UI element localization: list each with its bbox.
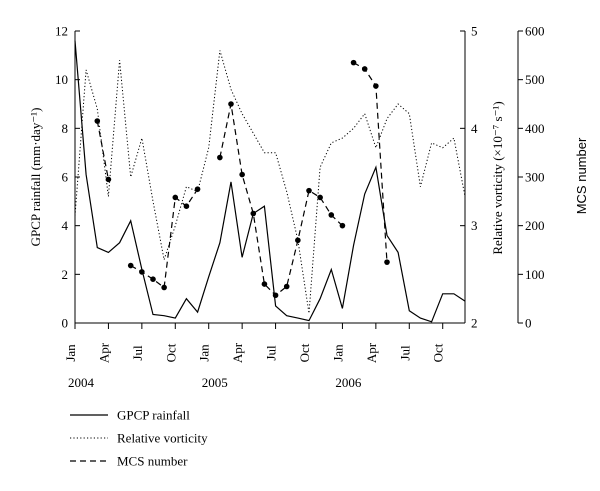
series-layer xyxy=(74,40,466,323)
mcs-point xyxy=(350,59,357,66)
mcs-point xyxy=(339,222,346,229)
mcs-point xyxy=(194,186,201,192)
left-axis-tick-label: 6 xyxy=(62,170,69,185)
year-label: 2005 xyxy=(202,375,228,390)
mcs-point xyxy=(150,276,156,283)
x-axis-tick-label: Apr xyxy=(230,342,245,363)
mcs-point xyxy=(283,283,290,290)
right-axis-2-tick-label: 400 xyxy=(525,121,545,136)
x-axis-tick-label: Jan xyxy=(197,344,212,362)
x-axis-tick-label: Oct xyxy=(431,343,446,362)
left-axis-tick-label: 4 xyxy=(62,218,69,233)
right-axis-1-tick-label: 4 xyxy=(471,121,478,136)
x-axis-tick-label: Apr xyxy=(364,342,379,363)
mcs-point xyxy=(250,210,257,217)
left-axis-tick-label: 8 xyxy=(62,121,69,136)
legend-label-vort: Relative vorticity xyxy=(117,431,208,446)
mcs-point xyxy=(105,176,112,183)
x-axis-tick-label: Apr xyxy=(96,342,111,363)
legend: GPCP rainfall Relative vorticity MCS numbe… xyxy=(70,408,208,469)
left-axis-tick-label: 10 xyxy=(55,72,68,87)
right-axis-1-tick-label: 5 xyxy=(471,24,478,39)
left-axis-tick-label: 2 xyxy=(62,267,69,282)
year-label: 2006 xyxy=(335,375,362,390)
right-axis-2-tick-label: 300 xyxy=(525,170,545,185)
right-axis-2-label: MCS number xyxy=(574,137,589,214)
mcs-point xyxy=(161,284,167,291)
mcs-point xyxy=(373,83,379,89)
mcs-point xyxy=(217,154,223,161)
legend-label-mcs: MCS number xyxy=(117,454,188,469)
mcs-point xyxy=(295,237,301,244)
left-axis-tick-label: 0 xyxy=(62,316,69,331)
mcs-point xyxy=(127,262,134,269)
right-axis-2-tick-label: 500 xyxy=(525,72,545,87)
mcs-point xyxy=(384,259,390,265)
left-axis-label: GPCP rainfall (mm·day⁻¹) xyxy=(28,108,43,247)
mcs-point xyxy=(239,171,245,178)
mcs-point xyxy=(139,269,145,275)
mcs-line xyxy=(219,103,343,297)
year-label: 2004 xyxy=(68,375,95,390)
right-axis-1-label: Relative vorticity (×10⁻⁷ s⁻¹) xyxy=(490,101,505,254)
right-axis-1-tick-label: 3 xyxy=(471,218,478,233)
right-axis-1-tick-label: 2 xyxy=(471,316,478,331)
mcs-point xyxy=(228,101,234,107)
right-axis-2-tick-label: 600 xyxy=(525,24,545,39)
mcs-point xyxy=(317,194,323,201)
x-axis-tick-label: Jan xyxy=(330,344,345,362)
mcs-point xyxy=(94,118,101,124)
mcs-point xyxy=(261,281,268,287)
x-axis-tick-label: Jan xyxy=(63,344,78,362)
x-axis-tick-label: Jul xyxy=(130,345,145,361)
x-axis-tick-label: Jul xyxy=(264,345,279,361)
right-axis-2-tick-label: 100 xyxy=(525,267,545,282)
legend-label-rain: GPCP rainfall xyxy=(117,408,190,423)
mcs-point xyxy=(172,194,179,201)
right-axis-2-tick-label: 200 xyxy=(525,218,545,233)
x-axis-tick-label: Oct xyxy=(163,343,178,362)
left-axis-tick-label: 12 xyxy=(55,24,68,39)
mcs-point xyxy=(306,187,312,194)
mcs-point xyxy=(328,212,335,218)
x-axis-tick-label: Oct xyxy=(297,343,312,362)
mcs-point xyxy=(361,66,368,72)
mcs-point xyxy=(183,203,190,209)
right-axis-2-tick-label: 0 xyxy=(525,316,532,331)
x-axis-tick-label: Jul xyxy=(397,345,412,361)
mcs-point xyxy=(272,292,279,299)
mcs-line xyxy=(353,62,388,263)
rain-line xyxy=(74,40,466,323)
vort-line xyxy=(74,50,466,314)
axes-layer: 0 2 4 6 8 10 12 GPCP rainfall (mm·day⁻¹) 2 3 4 5 Rel… xyxy=(28,24,589,391)
